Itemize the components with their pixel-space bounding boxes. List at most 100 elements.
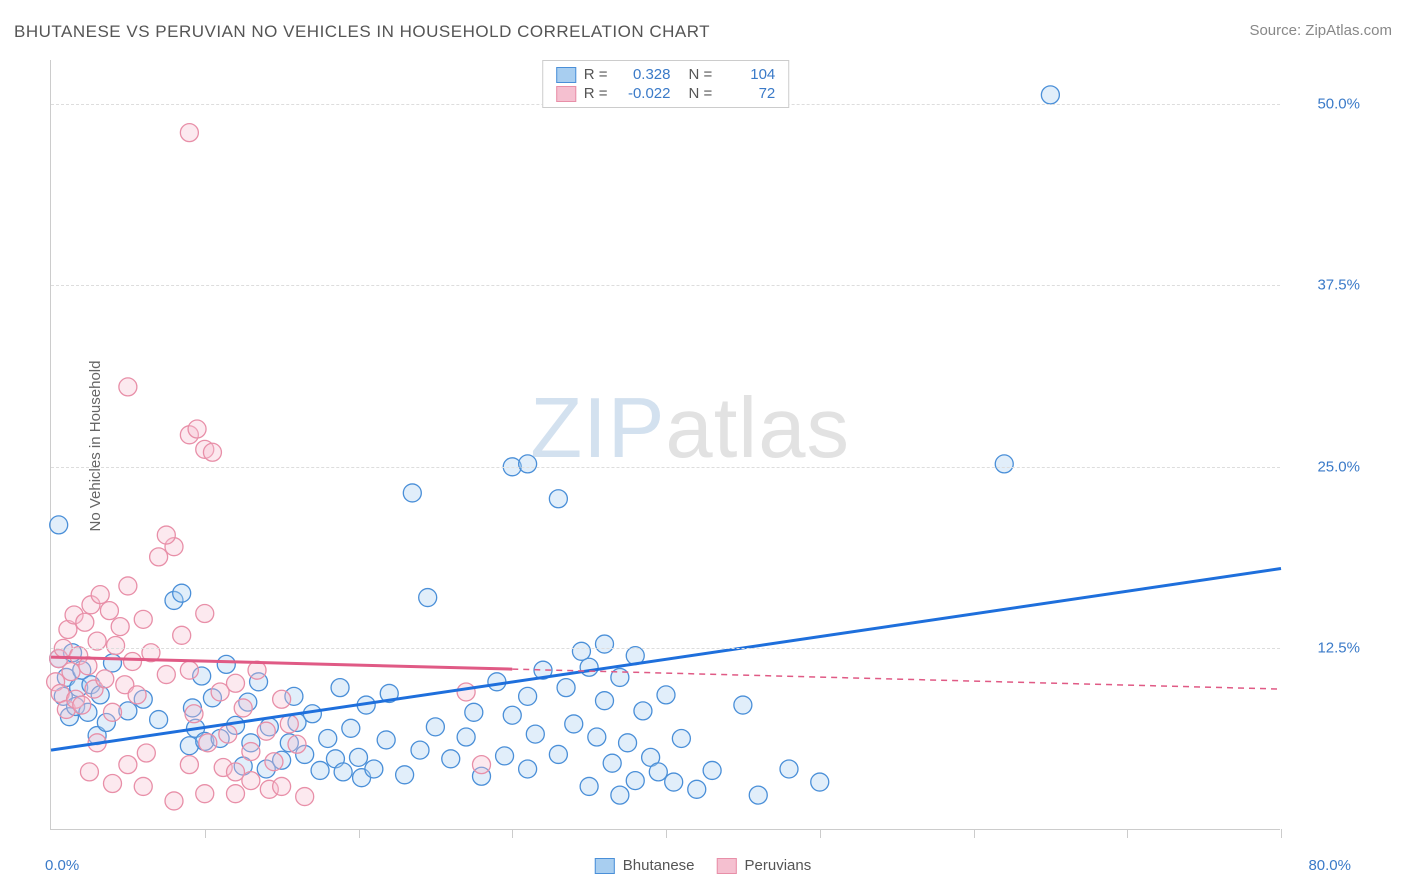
x-tick <box>820 829 821 838</box>
scatter-point <box>319 729 337 747</box>
legend-item-peruvians: Peruvians <box>717 857 812 874</box>
scatter-point <box>473 756 491 774</box>
scatter-point <box>811 773 829 791</box>
scatter-point <box>688 780 706 798</box>
gridline <box>51 285 1280 286</box>
gridline <box>51 648 1280 649</box>
scatter-point <box>173 584 191 602</box>
scatter-point <box>180 756 198 774</box>
scatter-point <box>457 683 475 701</box>
source-attribution: Source: ZipAtlas.com <box>1249 22 1392 39</box>
scatter-point <box>80 763 98 781</box>
scatter-point <box>185 705 203 723</box>
scatter-point <box>488 673 506 691</box>
scatter-point <box>672 729 690 747</box>
scatter-point <box>219 725 237 743</box>
scatter-point <box>104 703 122 721</box>
scatter-point <box>273 690 291 708</box>
scatter-point <box>50 516 68 534</box>
scatter-point <box>780 760 798 778</box>
scatter-point <box>995 455 1013 473</box>
scatter-point <box>557 679 575 697</box>
scatter-point <box>188 420 206 438</box>
scatter-point <box>596 692 614 710</box>
y-tick-label: 25.0% <box>1290 458 1360 475</box>
scatter-point <box>165 792 183 810</box>
x-tick <box>205 829 206 838</box>
scatter-point <box>199 734 217 752</box>
scatter-point <box>157 526 175 544</box>
scatter-point <box>100 602 118 620</box>
gridline <box>51 467 1280 468</box>
scatter-point <box>411 741 429 759</box>
scatter-point <box>91 586 109 604</box>
scatter-point <box>280 715 298 733</box>
scatter-point <box>180 661 198 679</box>
scatter-point <box>311 761 329 779</box>
scatter-point <box>377 731 395 749</box>
scatter-point <box>365 760 383 778</box>
scatter-point <box>749 786 767 804</box>
scatter-point <box>265 753 283 771</box>
y-tick-label: 37.5% <box>1290 277 1360 294</box>
scatter-point <box>196 605 214 623</box>
scatter-point <box>104 775 122 793</box>
scatter-point <box>496 747 514 765</box>
scatter-point <box>119 577 137 595</box>
scatter-point <box>203 443 221 461</box>
scatter-point <box>76 613 94 631</box>
scatter-point <box>526 725 544 743</box>
scatter-point <box>273 777 291 795</box>
scatter-point <box>73 696 91 714</box>
scatter-point <box>611 786 629 804</box>
scatter-point <box>180 124 198 142</box>
x-axis-max-label: 80.0% <box>1308 857 1351 874</box>
scatter-point <box>62 663 80 681</box>
scatter-point <box>503 706 521 724</box>
scatter-point <box>150 548 168 566</box>
swatch-bhutanese <box>556 67 576 83</box>
scatter-point <box>657 686 675 704</box>
scatter-point <box>580 777 598 795</box>
scatter-point <box>296 788 314 806</box>
plot-area: ZIPatlas R = 0.328 N = 104 R = -0.022 N … <box>50 60 1280 830</box>
scatter-point <box>288 735 306 753</box>
x-axis-min-label: 0.0% <box>45 857 79 874</box>
legend-row-bhutanese: R = 0.328 N = 104 <box>553 65 779 84</box>
scatter-point <box>104 654 122 672</box>
scatter-point <box>588 728 606 746</box>
scatter-point <box>403 484 421 502</box>
scatter-point <box>257 722 275 740</box>
x-tick <box>1127 829 1128 838</box>
scatter-point <box>549 490 567 508</box>
scatter-point <box>649 763 667 781</box>
scatter-point <box>565 715 583 733</box>
scatter-point <box>227 785 245 803</box>
scatter-point <box>342 719 360 737</box>
scatter-point <box>350 748 368 766</box>
scatter-point <box>426 718 444 736</box>
scatter-point <box>703 761 721 779</box>
scatter-point <box>519 455 537 473</box>
scatter-point <box>128 686 146 704</box>
scatter-point <box>580 658 598 676</box>
scatter-point <box>96 670 114 688</box>
scatter-point <box>596 635 614 653</box>
scatter-point <box>734 696 752 714</box>
scatter-point <box>334 763 352 781</box>
y-tick-label: 50.0% <box>1290 95 1360 112</box>
scatter-point <box>242 772 260 790</box>
scatter-point <box>549 745 567 763</box>
scatter-point <box>137 744 155 762</box>
scatter-point <box>626 772 644 790</box>
scatter-point <box>150 711 168 729</box>
scatter-point <box>227 674 245 692</box>
scatter-point <box>665 773 683 791</box>
scatter-point <box>111 618 129 636</box>
series-legend: Bhutanese Peruvians <box>595 857 811 874</box>
swatch-peruvians <box>556 86 576 102</box>
scatter-point <box>234 699 252 717</box>
scatter-point <box>465 703 483 721</box>
scatter-point <box>603 754 621 772</box>
scatter-point <box>396 766 414 784</box>
